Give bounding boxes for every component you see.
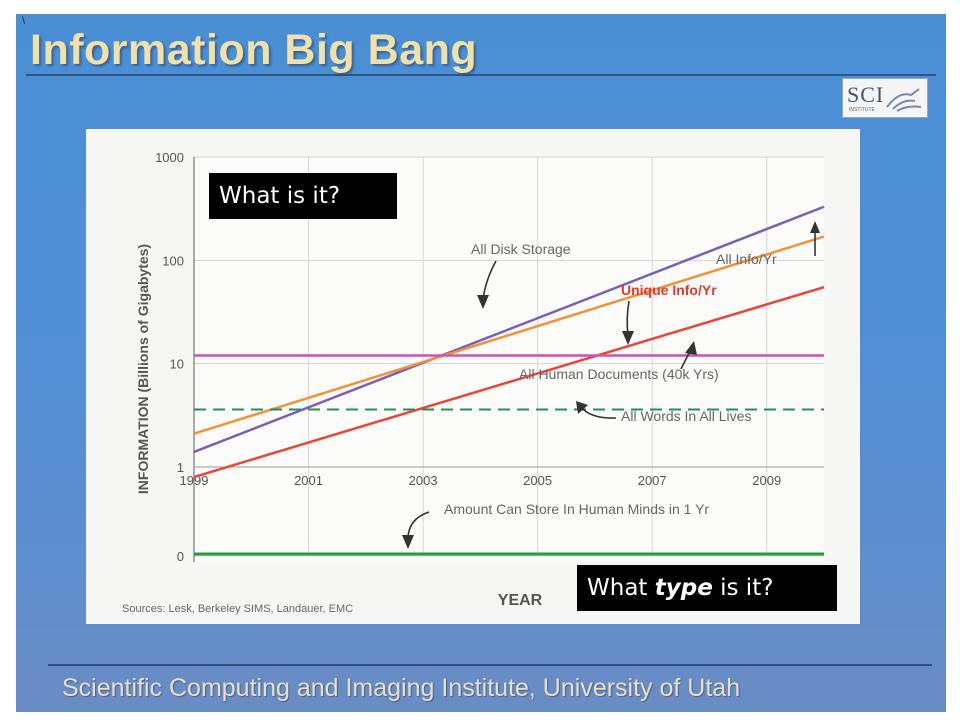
y-tick-label: 10: [170, 357, 184, 372]
series-label-unique-info: Unique Info/Yr: [621, 282, 717, 298]
x-tick-label: 2001: [294, 473, 323, 488]
sci-logo-subtext: INSTITUTE: [849, 107, 875, 113]
y-tick-label: 100: [162, 253, 184, 268]
series-label-disk-storage: All Disk Storage: [471, 241, 571, 257]
x-axis-label: YEAR: [498, 592, 543, 609]
corner-mark: \: [22, 15, 26, 27]
series-label-all-info: All Info/Yr: [716, 251, 777, 267]
annotation-arrowhead: [402, 535, 414, 549]
slide-title: Information Big Bang: [30, 26, 478, 74]
annotation-arrowhead: [576, 401, 588, 414]
x-tick-label: 2007: [638, 473, 667, 488]
sci-logo: SCI INSTITUTE: [842, 78, 928, 118]
annotation-arrowhead: [685, 341, 697, 355]
x-tick-label: 1999: [180, 473, 209, 488]
series-line: [193, 235, 825, 435]
plot-area: [194, 157, 824, 562]
callout-what-type: What type is it?: [577, 565, 837, 611]
series-label-all-words: All Words In All Lives: [621, 408, 751, 424]
sci-logo-hand-icon: [886, 88, 922, 112]
chart-panel: 1000 100 10 1 0 1999 2001 2003 2005 2007 2009 INFOR…: [86, 129, 860, 624]
title-divider: [26, 74, 936, 76]
y-tick-label: 1: [177, 460, 184, 475]
annotation-arrowhead: [622, 331, 634, 345]
callout-type-emphasis: type: [654, 575, 713, 601]
series-line: [193, 205, 825, 454]
y-tick-label: 1000: [155, 150, 184, 165]
annotation-arrowhead: [810, 221, 820, 233]
series-label-human-documents: All Human Documents (40k Yrs): [519, 366, 719, 382]
sci-logo-text: SCI: [847, 82, 885, 107]
y-tick-label: 0: [177, 549, 184, 564]
callout-type-pre: What: [587, 575, 655, 601]
callout-type-post: is it?: [712, 575, 774, 601]
x-tick-label: 2003: [409, 473, 438, 488]
sources-note: Sources: Lesk, Berkeley SIMS, Landauer, …: [122, 603, 353, 615]
series-label-human-minds: Amount Can Store In Human Minds in 1 Yr: [444, 501, 709, 517]
annotation-arrowhead: [477, 295, 489, 309]
x-tick-label: 2005: [523, 473, 552, 488]
series-line: [193, 285, 825, 479]
slide: \ Information Big Bang SCI INSTITUTE 100…: [16, 14, 946, 712]
x-tick-label: 2009: [752, 473, 781, 488]
footer-text: Scientific Computing and Imaging Institu…: [62, 674, 741, 702]
footer-divider: [48, 664, 932, 666]
callout-what-is-it: What is it?: [209, 173, 397, 219]
y-axis-label: INFORMATION (Billions of Gigabytes): [135, 244, 151, 494]
